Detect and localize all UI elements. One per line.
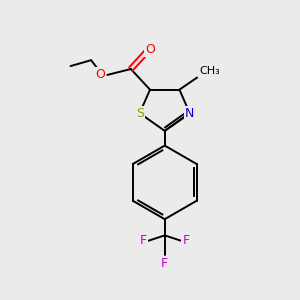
Text: O: O [145, 44, 155, 56]
Text: F: F [182, 234, 190, 247]
Text: O: O [95, 68, 105, 81]
Text: N: N [185, 107, 194, 120]
Text: S: S [136, 107, 144, 120]
Text: CH₃: CH₃ [199, 66, 220, 76]
Text: F: F [140, 234, 147, 247]
Text: F: F [161, 257, 168, 271]
